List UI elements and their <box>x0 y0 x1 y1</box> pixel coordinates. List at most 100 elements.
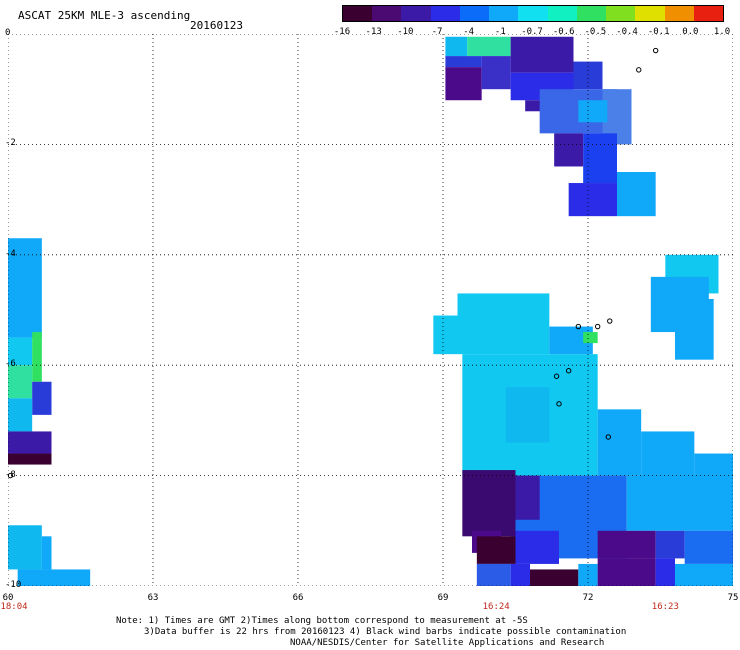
island-outline <box>556 401 562 407</box>
wind-cell <box>578 100 608 123</box>
island-outline <box>607 318 613 324</box>
wind-swath-layer <box>8 36 733 586</box>
latitude-label: -8 <box>5 469 16 480</box>
wind-cell <box>8 365 33 399</box>
wind-cell <box>8 525 42 570</box>
credit-line: NOAA/NESDIS/Center for Satellite Applica… <box>290 638 605 648</box>
wind-cell <box>8 337 33 366</box>
color-scale-swatch <box>635 6 665 21</box>
longitude-label: 75 <box>727 593 739 603</box>
color-scale-swatch <box>343 6 373 21</box>
product-date: 20160123 <box>190 19 243 32</box>
color-scale-label: 1.0 <box>713 27 731 37</box>
longitude-label: 69 <box>437 593 449 603</box>
color-scale-swatch <box>489 6 519 21</box>
wind-cell <box>583 332 598 344</box>
island-outline <box>636 67 642 73</box>
longitude-label: 72 <box>582 593 594 603</box>
wind-cell <box>568 183 617 217</box>
latitude-label: -2 <box>5 138 16 149</box>
color-scale-label: -13 <box>365 27 382 37</box>
color-scale-swatch <box>430 6 460 21</box>
color-scale-swatch <box>372 6 402 21</box>
island-outline <box>575 323 582 330</box>
wind-cell <box>8 431 52 454</box>
island-outline <box>594 323 601 330</box>
wind-cell <box>481 56 511 90</box>
wind-cell <box>445 36 468 57</box>
wind-map <box>8 34 733 586</box>
color-scale-label: -1 <box>494 27 506 37</box>
measurement-time-label: 16:23 <box>651 602 679 612</box>
island-outline <box>652 47 659 54</box>
color-scale-label: -4 <box>463 27 475 37</box>
island-outline <box>553 373 560 379</box>
wind-cell <box>476 536 516 564</box>
product-title: ASCAT 25KM MLE-3 ascending <box>18 9 191 22</box>
wind-cell <box>597 530 656 559</box>
island-outline <box>605 434 611 440</box>
color-scale-swatch <box>518 6 548 21</box>
wind-cell <box>8 453 52 465</box>
wind-cell <box>515 530 559 564</box>
wind-cell <box>655 558 675 586</box>
color-scale-swatch <box>459 6 490 21</box>
color-scale-label: -0.6 <box>552 27 575 37</box>
wind-cell <box>655 530 685 559</box>
color-scale-swatch <box>576 6 607 21</box>
color-scale-label: -0.4 <box>616 27 638 37</box>
wind-cell <box>8 398 33 432</box>
wind-cell <box>573 61 603 90</box>
longitude-label: 66 <box>292 593 304 603</box>
wind-cell <box>554 133 584 167</box>
latitude-label: -10 <box>5 580 22 590</box>
wind-cell <box>530 569 579 586</box>
wind-cell <box>445 56 482 68</box>
longitude-label: 63 <box>147 593 159 603</box>
coastline-layer <box>8 47 659 479</box>
color-scale-label: -7 <box>431 27 443 37</box>
wind-cell <box>32 332 42 382</box>
wind-cell <box>510 36 574 73</box>
wind-cell <box>684 530 733 564</box>
wind-cell <box>433 315 458 355</box>
latitude-label: 0 <box>5 28 11 38</box>
wind-cell <box>445 67 482 101</box>
note-line-2: 3)Data buffer is 22 hrs from 20160123 4)… <box>144 627 627 637</box>
wind-cell <box>597 409 642 476</box>
wind-cell <box>675 563 733 586</box>
wind-cell <box>675 298 714 360</box>
color-scale-swatch <box>547 6 577 21</box>
color-scale-label: -0.5 <box>584 27 607 37</box>
wind-cell <box>467 36 511 57</box>
wind-cell <box>41 536 52 570</box>
lat-lon-grid <box>8 34 733 586</box>
wind-cell <box>626 475 733 531</box>
color-scale-label: -10 <box>397 27 414 37</box>
wind-cell <box>32 381 52 415</box>
wind-cell <box>462 470 516 537</box>
color-scale-swatch <box>401 6 431 21</box>
wind-cell <box>17 569 91 586</box>
measurement-time-label: 18:04 <box>0 602 28 612</box>
latitude-label: -4 <box>5 248 16 259</box>
color-scale-label: 0.0 <box>682 27 699 37</box>
color-scale-label: -16 <box>333 27 351 37</box>
color-scale-bar <box>342 5 724 22</box>
wind-cell <box>597 558 656 586</box>
latitude-label: -6 <box>5 359 16 370</box>
wind-cell <box>510 563 530 586</box>
wind-cell <box>457 293 550 355</box>
color-scale-label: -0.1 <box>647 27 670 37</box>
color-scale-label: -0.7 <box>521 27 543 37</box>
island-outline <box>8 472 14 479</box>
color-scale-swatch <box>664 6 694 21</box>
wind-cell <box>505 387 550 443</box>
wind-cell <box>583 133 617 184</box>
measurement-time-label: 16:24 <box>482 602 510 612</box>
note-line-1: Note: 1) Times are GMT 2)Times along bot… <box>116 616 528 626</box>
color-scale-swatch <box>693 6 724 21</box>
wind-cell <box>617 172 656 217</box>
wind-cell <box>515 475 540 520</box>
wind-cell <box>476 563 511 586</box>
